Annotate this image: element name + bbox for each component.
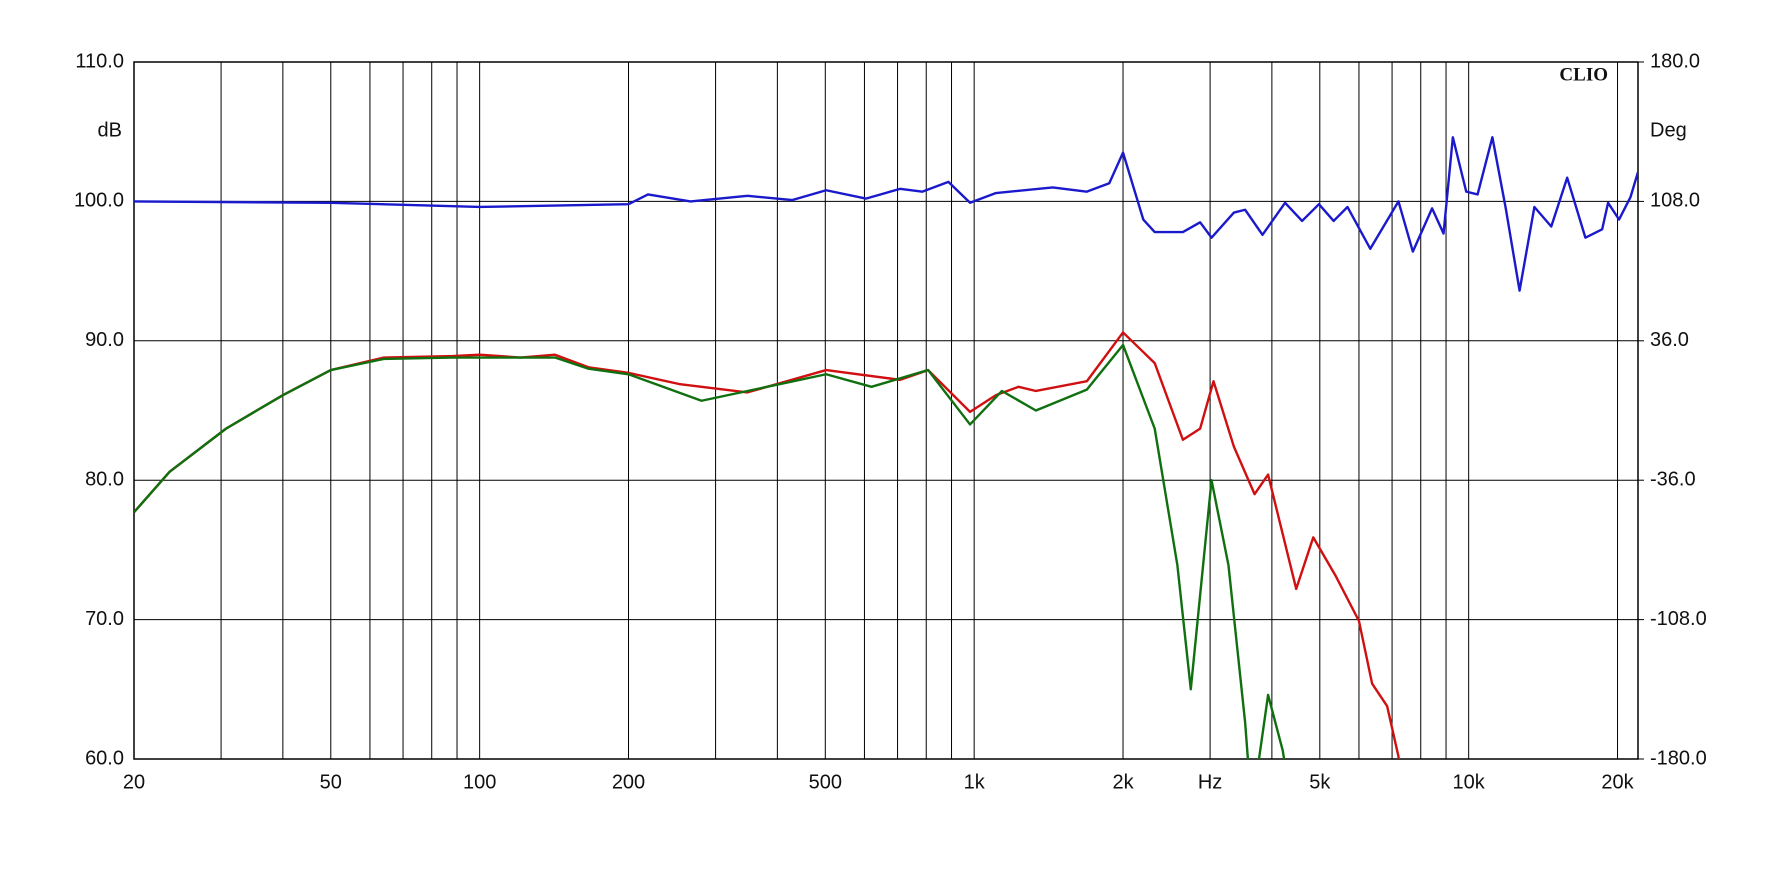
x-tick-label: 500 bbox=[809, 771, 842, 793]
y-tick-label: 70.0 bbox=[85, 608, 124, 630]
x-tick-label: 2k bbox=[1112, 771, 1134, 793]
x-tick-label: 1k bbox=[964, 771, 986, 793]
y2-tick-label: 180.0 bbox=[1650, 50, 1700, 72]
x-tick-label: Hz bbox=[1198, 771, 1222, 793]
x-tick-label: 100 bbox=[463, 771, 496, 793]
y-tick-label: 60.0 bbox=[85, 747, 124, 769]
annotation: CLIO bbox=[1559, 64, 1608, 85]
y2-tick-label: -180.0 bbox=[1650, 747, 1707, 769]
x-tick-label: 50 bbox=[320, 771, 342, 793]
plot-lines bbox=[134, 136, 1638, 759]
y-tick-label: 100.0 bbox=[74, 190, 124, 212]
y-tick-label: 80.0 bbox=[85, 468, 124, 490]
series-line bbox=[134, 331, 1400, 759]
y2-tick-label: -36.0 bbox=[1650, 468, 1696, 490]
y-tick-label: 110.0 bbox=[75, 50, 124, 72]
y2-axis-label: Deg bbox=[1650, 119, 1687, 141]
y2-tick-label: -108.0 bbox=[1650, 608, 1707, 630]
x-tick-label: 20 bbox=[123, 771, 145, 793]
plot-frame bbox=[133, 61, 1639, 760]
x-tick-label: 5k bbox=[1309, 771, 1331, 793]
x-tick-label: 200 bbox=[612, 771, 645, 793]
x-tick-label: 20k bbox=[1601, 771, 1634, 793]
series-line bbox=[134, 136, 1638, 292]
series-line bbox=[134, 343, 1286, 759]
y-tick-label: 90.0 bbox=[85, 329, 124, 351]
y2-tick-label: 36.0 bbox=[1650, 329, 1689, 351]
y-axis-label: dB bbox=[98, 119, 122, 141]
x-tick-label: 10k bbox=[1453, 771, 1486, 793]
y2-tick-label: 108.0 bbox=[1650, 190, 1700, 212]
